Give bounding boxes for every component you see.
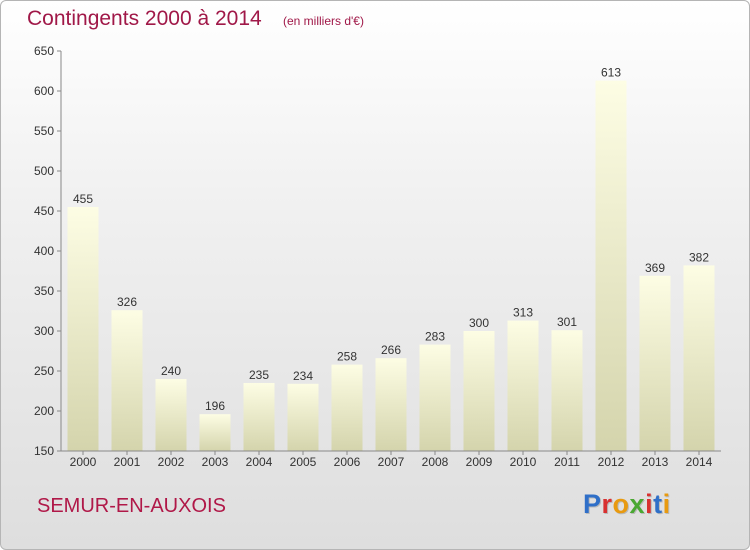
commune-name: SEMUR-EN-AUXOIS [37, 495, 226, 517]
chart-title: Contingents 2000 à 2014 [27, 7, 262, 30]
x-tick-label: 2013 [642, 455, 669, 469]
bar-value-label: 313 [513, 306, 533, 320]
bar [551, 330, 583, 451]
logo-letter: i [645, 489, 654, 519]
y-tick-label: 500 [34, 164, 54, 178]
x-tick-label: 2011 [554, 455, 580, 469]
bar-value-label: 234 [293, 369, 313, 383]
logo-letter: i [662, 489, 671, 519]
bar-value-label: 196 [205, 399, 225, 413]
bar-value-label: 369 [645, 261, 665, 275]
x-tick-label: 2002 [158, 455, 185, 469]
x-tick-label: 2014 [686, 455, 713, 469]
y-tick-label: 200 [34, 404, 54, 418]
bar [67, 207, 99, 451]
x-tick-label: 2000 [70, 455, 97, 469]
y-tick-label: 150 [34, 444, 54, 458]
bar [463, 331, 495, 451]
bar-value-label: 235 [249, 368, 269, 382]
bar [419, 344, 451, 451]
y-tick-label: 650 [34, 44, 54, 58]
logo-letter: r [601, 489, 613, 519]
y-tick-label: 250 [34, 364, 54, 378]
bar [331, 364, 363, 451]
x-tick-label: 2004 [246, 455, 273, 469]
y-tick-label: 450 [34, 204, 54, 218]
logo-letter: o [612, 489, 630, 519]
bar [155, 379, 187, 451]
bar [507, 320, 539, 451]
y-tick-label: 350 [34, 284, 54, 298]
bar-value-label: 326 [117, 295, 137, 309]
x-tick-label: 2005 [290, 455, 317, 469]
x-tick-label: 2009 [466, 455, 493, 469]
bar-value-label: 455 [73, 192, 93, 206]
bar [111, 310, 143, 451]
chart-subtitle: (en milliers d'€) [283, 14, 364, 28]
x-tick-label: 2001 [114, 455, 141, 469]
bar [683, 265, 715, 451]
x-tick-label: 2007 [378, 455, 405, 469]
bar [199, 414, 231, 451]
logo-letter: t [653, 489, 663, 519]
y-tick-label: 600 [34, 84, 54, 98]
bar [639, 275, 671, 451]
bar-value-label: 382 [689, 250, 709, 264]
x-tick-label: 2006 [334, 455, 361, 469]
logo-letter: x [629, 489, 646, 519]
bar-value-label: 301 [557, 315, 577, 329]
x-tick-label: 2010 [510, 455, 537, 469]
bar-value-label: 300 [469, 316, 489, 330]
x-tick-label: 2003 [202, 455, 229, 469]
y-tick-label: 400 [34, 244, 54, 258]
bar-value-label: 613 [601, 66, 621, 80]
bar [243, 383, 275, 451]
y-tick-label: 300 [34, 324, 54, 338]
x-tick-label: 2012 [598, 455, 625, 469]
bar [287, 383, 319, 451]
x-tick-label: 2008 [422, 455, 449, 469]
bar [375, 358, 407, 451]
bar-value-label: 266 [381, 343, 401, 357]
bar-value-label: 258 [337, 350, 357, 364]
y-tick-label: 550 [34, 124, 54, 138]
bar [595, 80, 627, 451]
proxiti-logo[interactable]: Proxiti [583, 489, 671, 520]
bar-value-label: 240 [161, 364, 181, 378]
logo-letter: P [583, 489, 602, 519]
bar-value-label: 283 [425, 330, 445, 344]
